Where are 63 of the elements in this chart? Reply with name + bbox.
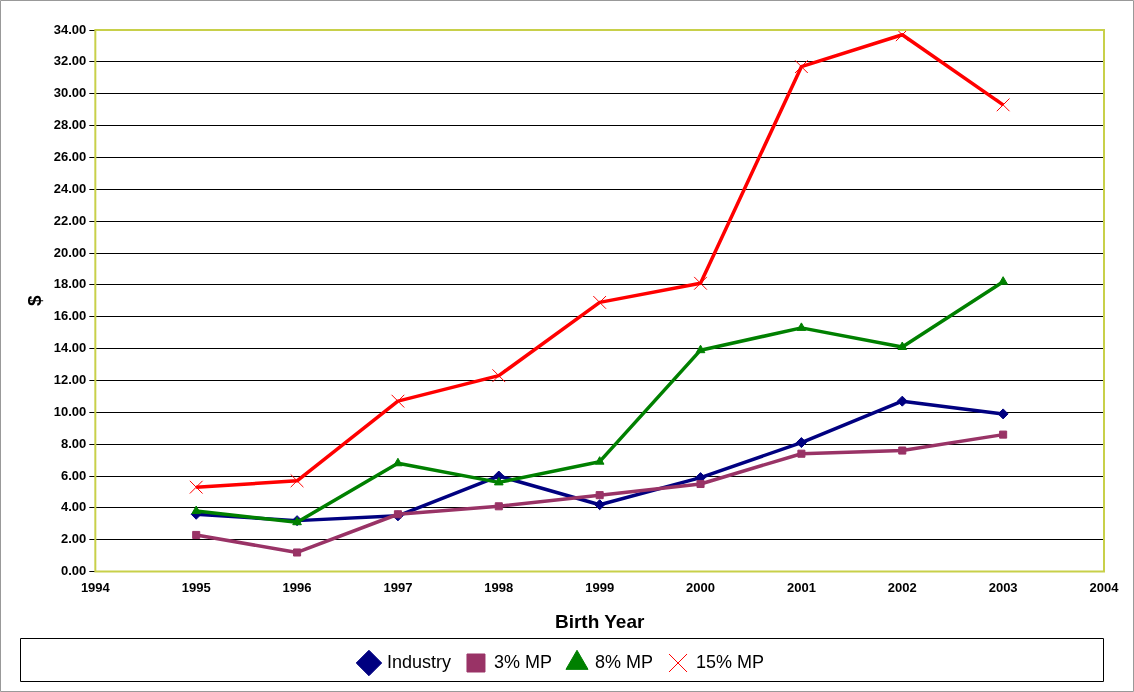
y-tick-label: 30.00 xyxy=(53,85,87,101)
y-tick-label: 10.00 xyxy=(53,403,87,419)
x-tick-label: 2000 xyxy=(686,579,715,595)
point xyxy=(189,480,204,495)
y-tick-label: 20.00 xyxy=(53,244,87,260)
legend-label: 15% MP xyxy=(696,651,765,672)
x-tick-label: 2001 xyxy=(786,579,816,595)
point xyxy=(897,341,908,350)
point xyxy=(696,479,705,489)
legend-label: Industry xyxy=(386,651,451,672)
x-tick-label: 1996 xyxy=(282,579,312,595)
y-tick-label: 32.00 xyxy=(53,53,87,69)
point xyxy=(493,476,504,486)
y-tick-label: 4.00 xyxy=(61,499,87,515)
x-tick-label: 1999 xyxy=(585,579,615,595)
y-tick-label: 26.00 xyxy=(53,149,87,165)
x-tick-label: 2002 xyxy=(887,579,917,595)
y-tick-label: 14.00 xyxy=(53,340,87,356)
point xyxy=(797,449,806,458)
y-tick-label: 24.00 xyxy=(53,180,87,196)
y-tick-label: 0.00 xyxy=(61,563,87,579)
point xyxy=(491,368,506,383)
x-tick-label: 1995 xyxy=(181,579,211,595)
point xyxy=(795,437,807,449)
point xyxy=(594,456,605,465)
point xyxy=(695,344,706,354)
point xyxy=(998,276,1008,285)
point xyxy=(192,530,201,539)
y-tick-label: 8.00 xyxy=(61,435,87,451)
point xyxy=(999,430,1008,439)
y-tick-label: 2.00 xyxy=(61,531,87,547)
y-tick-label: 28.00 xyxy=(53,117,87,133)
y-tick-label: 12.00 xyxy=(53,372,87,388)
point xyxy=(595,491,604,500)
point xyxy=(896,395,908,407)
point xyxy=(794,59,809,74)
y-tick-label: 34.00 xyxy=(53,21,87,37)
point xyxy=(693,276,708,291)
legend-label: 3% MP xyxy=(493,651,553,672)
x-tick-label: 1994 xyxy=(80,579,111,595)
y-tick-label: 22.00 xyxy=(53,212,87,228)
point xyxy=(293,548,302,557)
y-axis-title: $ xyxy=(23,295,45,307)
point xyxy=(592,295,607,310)
y-tick-label: 6.00 xyxy=(61,467,87,483)
point xyxy=(290,473,304,488)
x-tick-label: 2003 xyxy=(988,579,1018,595)
point xyxy=(996,98,1010,112)
point xyxy=(895,30,910,42)
point xyxy=(796,322,807,331)
x-tick-label: 1998 xyxy=(484,579,514,595)
x-tick-label: 2004 xyxy=(1089,579,1120,595)
y-tick-label: 18.00 xyxy=(53,276,87,292)
x-axis-title: Birth Year xyxy=(554,610,645,632)
point xyxy=(393,457,403,467)
legend-label: 8% MP xyxy=(595,651,654,672)
point xyxy=(391,394,405,409)
point xyxy=(594,499,606,511)
x-tick-label: 1997 xyxy=(383,579,413,595)
point xyxy=(898,446,907,455)
point xyxy=(494,502,503,511)
point xyxy=(191,505,202,515)
y-tick-label: 16.00 xyxy=(53,308,87,324)
